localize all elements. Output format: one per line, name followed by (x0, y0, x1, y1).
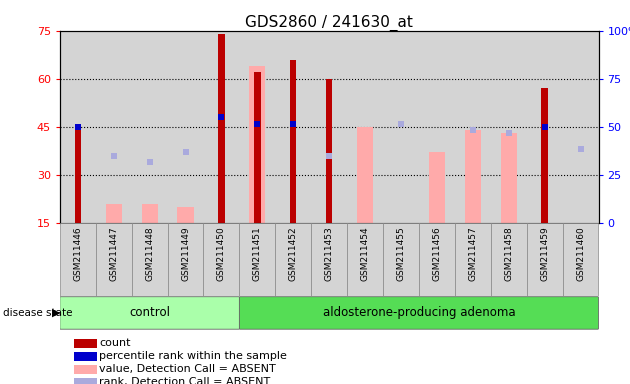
Bar (203, 223, 239, 296)
Bar (275, 31, 311, 223)
Bar (168, 31, 203, 223)
Bar (132, 223, 168, 296)
Bar (347, 223, 383, 296)
Bar (429, 152, 445, 223)
Bar (96, 223, 132, 296)
Text: GSM211447: GSM211447 (109, 227, 118, 281)
Bar (311, 223, 347, 296)
Bar (132, 31, 168, 223)
Bar (311, 31, 347, 223)
Text: GSM211459: GSM211459 (540, 227, 549, 281)
Text: GSM211455: GSM211455 (396, 227, 406, 281)
Bar (491, 31, 527, 223)
Bar (106, 204, 122, 223)
Text: count: count (100, 338, 131, 348)
Bar (239, 223, 275, 296)
Text: GSM211452: GSM211452 (289, 227, 298, 281)
FancyBboxPatch shape (60, 297, 239, 329)
Text: GSM211449: GSM211449 (181, 227, 190, 281)
Text: GSM211458: GSM211458 (504, 227, 513, 281)
Bar (383, 223, 419, 296)
Bar (168, 223, 203, 296)
Bar (60, 223, 96, 296)
Bar (527, 223, 563, 296)
Bar (74, 339, 98, 348)
Bar (249, 66, 265, 223)
Bar (357, 127, 373, 223)
Bar (74, 377, 98, 384)
Bar (527, 31, 563, 223)
Bar (465, 130, 481, 223)
Bar (541, 88, 548, 223)
Bar (501, 133, 517, 223)
Bar (96, 31, 132, 223)
Text: GSM211451: GSM211451 (253, 227, 262, 281)
Text: rank, Detection Call = ABSENT: rank, Detection Call = ABSENT (100, 377, 270, 384)
Bar (178, 207, 193, 223)
Text: GSM211454: GSM211454 (360, 227, 370, 281)
Text: GSM211456: GSM211456 (432, 227, 442, 281)
Bar (383, 31, 419, 223)
Text: aldosterone-producing adenoma: aldosterone-producing adenoma (323, 306, 515, 319)
Text: disease state: disease state (3, 308, 72, 318)
Bar (275, 223, 311, 296)
Bar (254, 72, 261, 223)
Text: value, Detection Call = ABSENT: value, Detection Call = ABSENT (100, 364, 276, 374)
Bar (74, 352, 98, 361)
Bar (74, 130, 81, 223)
Bar (239, 31, 275, 223)
Bar (142, 204, 158, 223)
Text: percentile rank within the sample: percentile rank within the sample (100, 351, 287, 361)
Bar (326, 79, 333, 223)
FancyBboxPatch shape (239, 297, 598, 329)
Bar (455, 223, 491, 296)
Title: GDS2860 / 241630_at: GDS2860 / 241630_at (245, 15, 413, 31)
Bar (455, 31, 491, 223)
Text: GSM211450: GSM211450 (217, 227, 226, 281)
Text: GSM211446: GSM211446 (73, 227, 83, 281)
Bar (203, 31, 239, 223)
Bar (218, 34, 225, 223)
Bar (419, 223, 455, 296)
Text: GSM211457: GSM211457 (468, 227, 478, 281)
Bar (419, 31, 455, 223)
Text: ▶: ▶ (52, 308, 60, 318)
Bar (563, 31, 598, 223)
Text: GSM211460: GSM211460 (576, 227, 585, 281)
Text: control: control (129, 306, 170, 319)
Bar (290, 60, 297, 223)
Bar (491, 223, 527, 296)
Bar (60, 31, 96, 223)
Text: GSM211453: GSM211453 (324, 227, 334, 281)
Bar (74, 364, 98, 374)
Text: GSM211448: GSM211448 (145, 227, 154, 281)
Bar (347, 31, 383, 223)
Bar (563, 223, 598, 296)
